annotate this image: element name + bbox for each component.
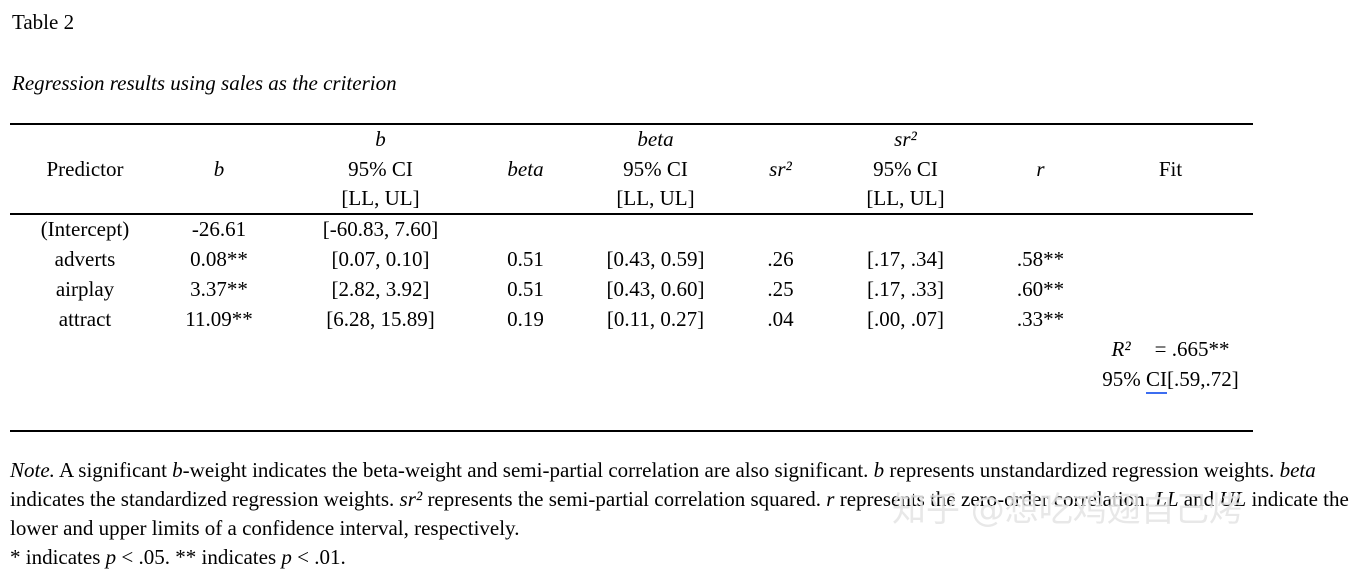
cell-predictor: adverts [54, 246, 116, 271]
significance-note: * indicates p < .05. ** indicates p < .0… [10, 543, 1356, 572]
cell-sr2 [743, 214, 818, 244]
cell-sr2-ci [818, 214, 993, 244]
fit-ci-value: [.59,.72] [1167, 366, 1239, 391]
table-header: b beta sr² Predictor b 95% CI beta 95% C… [10, 124, 1253, 215]
cell-b-ci: [-60.83, 7.60] [322, 217, 439, 241]
note-text: represents the zero-order correlation. [834, 487, 1156, 511]
cell-sr2-ci: [.00, .07] [867, 306, 944, 331]
r2-value: = .665** [1154, 336, 1230, 361]
note-text: p [281, 545, 292, 569]
cell-beta-ci: [0.43, 0.60] [606, 276, 705, 301]
header-beta-group: beta [637, 127, 674, 151]
note-text: r [826, 487, 835, 511]
table-row: attract 11.09** [6.28, 15.89] 0.19 [0.11… [10, 304, 1253, 334]
table-caption: Regression results using sales as the cr… [12, 71, 397, 95]
regression-table: b beta sr² Predictor b 95% CI beta 95% C… [10, 123, 1253, 394]
header-sr2-group: sr² [894, 127, 917, 151]
cell-r [993, 214, 1088, 244]
header-sr2: sr² [769, 156, 792, 181]
table-note: Note. A significant b-weight indicates t… [10, 456, 1356, 543]
table-bottom-spacer [10, 394, 1356, 430]
fit-row-r2: R² = .665** [10, 334, 1253, 364]
note-text: LL [1155, 487, 1179, 511]
cell-r: .33** [1016, 306, 1065, 331]
cell-b-ci: [6.28, 15.89] [326, 306, 435, 331]
header-b-ci: 95% CI [348, 156, 413, 181]
cell-predictor: attract [58, 306, 112, 331]
header-row-main: Predictor b 95% CI beta 95% CI sr² 95% C… [10, 154, 1253, 184]
note-text: UL [1219, 487, 1247, 511]
header-row-top: b beta sr² [10, 124, 1253, 154]
header-beta-ci-sub: [LL, UL] [568, 184, 743, 215]
cell-sr2: .26 [767, 246, 794, 271]
note-text: * indicates [10, 545, 106, 569]
note-text: represents unstandardized regression wei… [884, 458, 1280, 482]
cell-sr2-ci: [.17, .34] [867, 246, 944, 271]
note-text: -weight indicates the beta-weight and se… [182, 458, 874, 482]
header-b: b [213, 156, 225, 181]
header-sr2-ci-sub: [LL, UL] [818, 184, 993, 215]
header-fit: Fit [1158, 156, 1183, 181]
note-text: < .05. ** indicates [116, 545, 282, 569]
cell-b: -26.61 [191, 217, 247, 241]
header-predictor: Predictor [46, 156, 124, 181]
header-b-ci-sub: [LL, UL] [278, 184, 483, 215]
note-text: b [172, 458, 183, 482]
cell-r: .60** [1016, 276, 1065, 301]
note-text: represents the semi-partial correlation … [422, 487, 827, 511]
table-bottom-rule [10, 430, 1253, 432]
cell-beta: 0.51 [507, 276, 544, 301]
note-text: beta [1279, 458, 1316, 482]
cell-r: .58** [1016, 246, 1065, 271]
cell-beta-ci: [0.11, 0.27] [606, 306, 705, 331]
table-row: adverts 0.08** [0.07, 0.10] 0.51 [0.43, … [10, 244, 1253, 274]
note-text: < .01. [291, 545, 346, 569]
fit-r2: R² = .665** [1088, 334, 1253, 364]
fit-row-ci: 95% CI[.59,.72] [10, 364, 1253, 394]
cell-beta: 0.19 [507, 306, 544, 331]
table-row: (Intercept) -26.61 [-60.83, 7.60] [10, 214, 1253, 244]
note-text: p [105, 545, 117, 569]
fit-ci: 95% CI[.59,.72] [1088, 364, 1253, 394]
cell-sr2: .04 [767, 306, 794, 331]
cell-b: 0.08** [190, 246, 248, 271]
header-beta-ci: 95% CI [623, 156, 688, 181]
table-body: (Intercept) -26.61 [-60.83, 7.60] advert… [10, 214, 1253, 394]
table-row: airplay 3.37** [2.82, 3.92] 0.51 [0.43, … [10, 274, 1253, 304]
note-text: A significant [54, 458, 173, 482]
note-text: indicates the standardized regression we… [10, 487, 400, 511]
note-text: and [1178, 487, 1220, 511]
header-sr2-ci: 95% CI [873, 156, 938, 181]
note-text: indicate the lower and upper limits of a… [10, 487, 1349, 540]
cell-b: 3.37** [190, 276, 248, 301]
cell-beta [483, 214, 568, 244]
cell-b-ci: [2.82, 3.92] [331, 276, 430, 301]
cell-beta-ci: [0.43, 0.59] [606, 246, 705, 271]
cell-sr2-ci: [.17, .33] [867, 276, 944, 301]
cell-predictor: (Intercept) [40, 217, 130, 241]
fit-ci-prefix: 95% [1102, 366, 1146, 391]
header-r: r [1036, 156, 1045, 181]
header-b-group: b [375, 127, 386, 151]
header-beta: beta [507, 156, 544, 181]
note-text: sr² [399, 487, 423, 511]
cell-b: 11.09** [185, 306, 253, 331]
ci-link[interactable]: CI [1146, 366, 1167, 394]
cell-predictor: airplay [55, 276, 115, 301]
cell-beta-ci [568, 214, 743, 244]
r2-label: R² [1111, 336, 1131, 361]
note-text: Note. [10, 458, 55, 482]
table-label: Table 2 [12, 10, 75, 34]
cell-beta: 0.51 [507, 246, 544, 271]
cell-b-ci: [0.07, 0.10] [331, 246, 430, 271]
header-row-sub: [LL, UL] [LL, UL] [LL, UL] [10, 184, 1253, 215]
cell-sr2: .25 [767, 276, 794, 301]
note-text: b [873, 458, 885, 482]
